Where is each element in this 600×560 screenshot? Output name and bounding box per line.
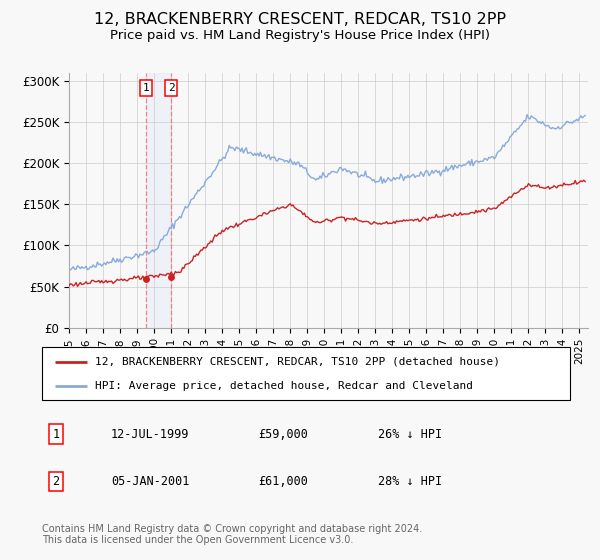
Text: 28% ↓ HPI: 28% ↓ HPI xyxy=(378,475,442,488)
Text: 12, BRACKENBERRY CRESCENT, REDCAR, TS10 2PP: 12, BRACKENBERRY CRESCENT, REDCAR, TS10 … xyxy=(94,12,506,27)
Text: £59,000: £59,000 xyxy=(258,427,308,441)
Text: £61,000: £61,000 xyxy=(258,475,308,488)
Text: 2: 2 xyxy=(52,475,59,488)
Text: Price paid vs. HM Land Registry's House Price Index (HPI): Price paid vs. HM Land Registry's House … xyxy=(110,29,490,42)
Text: 1: 1 xyxy=(143,83,149,93)
Text: 05-JAN-2001: 05-JAN-2001 xyxy=(111,475,190,488)
Text: 1: 1 xyxy=(52,427,59,441)
Text: 26% ↓ HPI: 26% ↓ HPI xyxy=(378,427,442,441)
Text: 12, BRACKENBERRY CRESCENT, REDCAR, TS10 2PP (detached house): 12, BRACKENBERRY CRESCENT, REDCAR, TS10 … xyxy=(95,357,500,367)
Bar xyxy=(146,73,171,328)
Text: HPI: Average price, detached house, Redcar and Cleveland: HPI: Average price, detached house, Redc… xyxy=(95,381,473,391)
Text: 2: 2 xyxy=(168,83,175,93)
Text: Contains HM Land Registry data © Crown copyright and database right 2024.
This d: Contains HM Land Registry data © Crown c… xyxy=(42,524,422,545)
Text: 12-JUL-1999: 12-JUL-1999 xyxy=(111,427,190,441)
